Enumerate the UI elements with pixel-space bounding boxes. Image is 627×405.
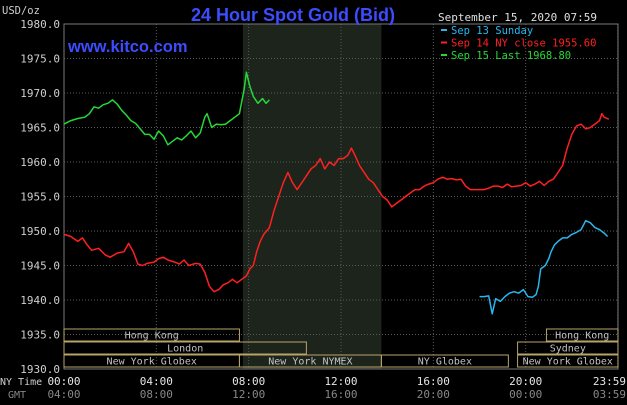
chart-timestamp: September 15, 2020 07:59 (438, 11, 597, 24)
y-tick-label: 1945.0 (20, 260, 60, 273)
x-tick-label-ny: 23:59 (593, 375, 626, 388)
series-line (63, 71, 270, 146)
session-box (517, 341, 619, 355)
y-tick-label: 1960.0 (20, 156, 60, 169)
y-tick-label: 1950.0 (20, 225, 60, 238)
x-axis-row-label-gmt: GMT (8, 390, 26, 401)
session-label: Sydney (550, 344, 586, 355)
session-box (380, 354, 509, 368)
session-box (63, 328, 240, 342)
y-tick-label: 1955.0 (20, 191, 60, 204)
session-box (63, 341, 307, 355)
x-tick-label-gmt: 00:00 (509, 388, 542, 401)
session-label: London (167, 344, 203, 355)
x-tick-label-gmt: 20:00 (417, 388, 450, 401)
session-bars: Hong Kong Hong Kong London Sydney New York G… (63, 328, 619, 368)
y-axis: 1980.0 1975.0 1970.0 1965.0 1960.0 1955.0 1950… (20, 18, 60, 376)
x-tick-label-ny: 08:00 (232, 375, 265, 388)
chart-title: 24 Hour Spot Gold (Bid) (191, 5, 395, 25)
legend-entry: Sep 13 Sunday (451, 25, 533, 37)
y-tick-label: 1935.0 (20, 329, 60, 342)
x-tick-label-gmt: 03:59 (593, 388, 626, 401)
y-tick-label: 1980.0 (20, 18, 60, 31)
y-tick-label: 1975.0 (20, 53, 60, 66)
session-label: Hong Kong (555, 331, 609, 342)
grid-lines (63, 23, 619, 370)
x-tick-label-ny: 20:00 (509, 375, 542, 388)
y-axis-unit-label: USD/oz (2, 5, 40, 17)
series-line (479, 219, 609, 315)
x-tick-label-ny: 00:00 (47, 375, 80, 388)
series-line (63, 112, 610, 293)
y-tick-label: 1930.0 (20, 363, 60, 376)
session-label: New York NYMEX (268, 357, 352, 368)
legend-entry: Sep 14 NY close 1955.60 (451, 38, 596, 50)
session-box (545, 328, 619, 342)
website-label[interactable]: www.kitco.com (67, 38, 188, 56)
plot-frame (63, 23, 619, 370)
session-label: New York Globex (523, 357, 613, 368)
x-tick-label-gmt: 08:00 (140, 388, 173, 401)
y-tick-label: 1970.0 (20, 87, 60, 100)
x-tick-label-gmt: 12:00 (232, 388, 265, 401)
session-label: New York Globex (107, 357, 197, 368)
y-tick-label: 1965.0 (20, 122, 60, 135)
legend-entry: Sep 15 Last 1968.80 (451, 50, 571, 62)
x-tick-label-gmt: 16:00 (324, 388, 357, 401)
session-label: NY Globex (418, 357, 472, 368)
x-tick-label-ny: 12:00 (324, 375, 357, 388)
x-tick-label-gmt: 04:00 (47, 388, 80, 401)
x-tick-label-ny: 04:00 (140, 375, 173, 388)
session-label: Hong Kong (125, 331, 179, 342)
y-tick-label: 1940.0 (20, 294, 60, 307)
x-tick-label-ny: 16:00 (417, 375, 450, 388)
series-lines (63, 71, 610, 315)
x-axis-row-label-nytime: NY Time (0, 377, 42, 388)
highlight-band (242, 24, 382, 369)
session-box (517, 354, 619, 368)
